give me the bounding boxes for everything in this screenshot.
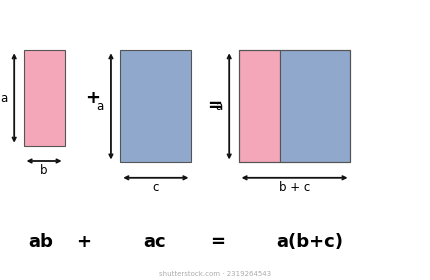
Bar	[239, 50, 350, 162]
Text: a: a	[215, 100, 222, 113]
Text: c: c	[153, 181, 159, 194]
Text: shutterstock.com · 2319264543: shutterstock.com · 2319264543	[159, 271, 271, 277]
Text: ac: ac	[144, 233, 166, 251]
Bar	[280, 50, 350, 162]
Text: a: a	[97, 100, 104, 113]
Text: b: b	[40, 164, 48, 177]
Text: ab: ab	[28, 233, 53, 251]
Text: +: +	[85, 89, 100, 107]
Text: =: =	[210, 233, 224, 251]
Text: +: +	[77, 233, 91, 251]
Bar	[120, 50, 191, 162]
Bar	[24, 50, 64, 146]
Text: a(b+c): a(b+c)	[276, 233, 343, 251]
Bar	[239, 50, 280, 162]
Text: b + c: b + c	[279, 181, 310, 194]
Text: =: =	[208, 97, 222, 115]
Text: a: a	[0, 92, 7, 104]
